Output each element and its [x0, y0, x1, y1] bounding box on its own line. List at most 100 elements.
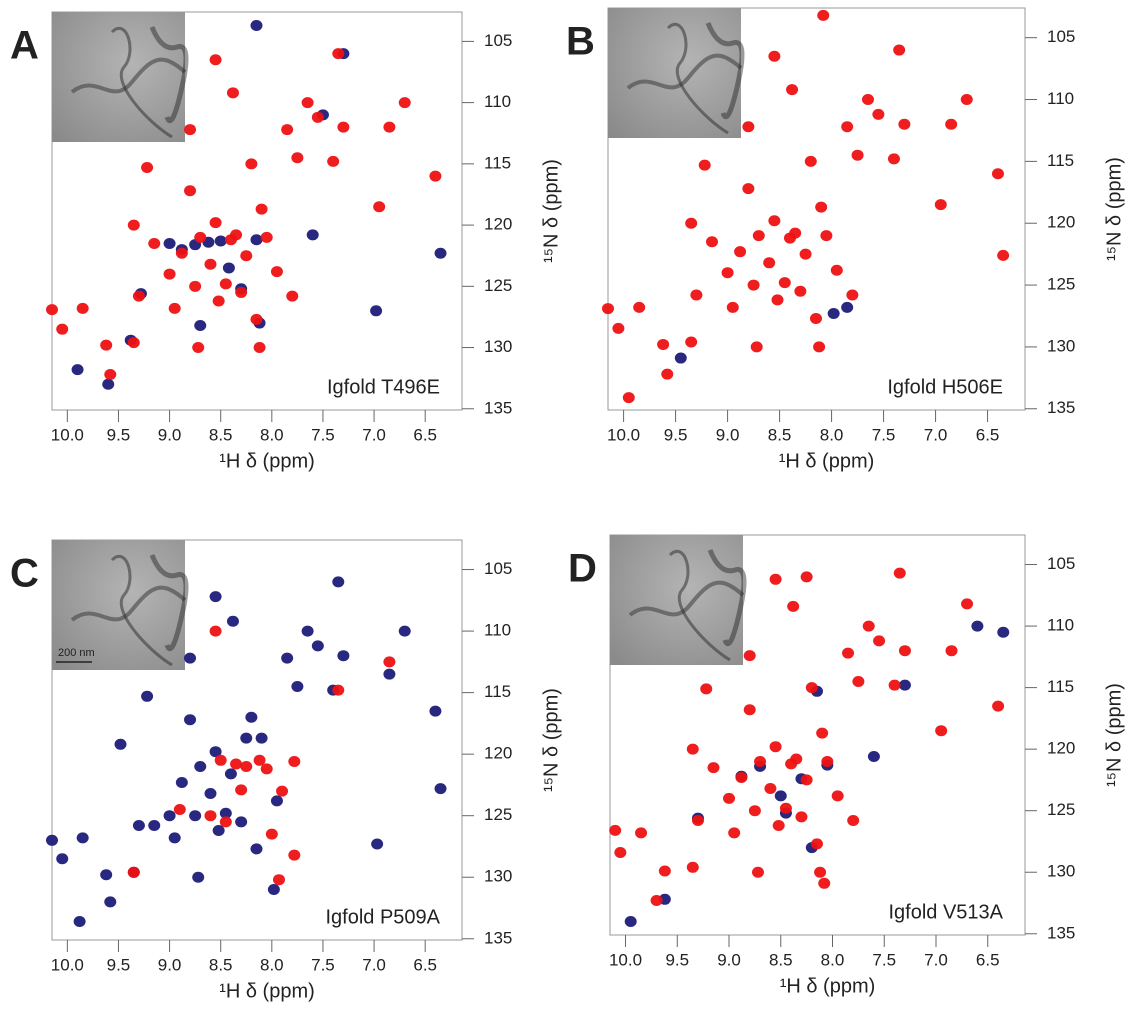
peak [789, 227, 802, 239]
peak [398, 97, 411, 109]
peak [772, 819, 785, 831]
panel-annotation: Igfold H506E [887, 376, 1003, 398]
x-tick-label: 7.5 [311, 955, 335, 974]
peak [127, 866, 140, 878]
peak [872, 108, 885, 120]
x-tick-label: 7.5 [872, 425, 896, 444]
peak [997, 249, 1010, 261]
peak [301, 625, 314, 637]
y-tick-label: 115 [484, 682, 511, 701]
x-tick-label: 7.0 [362, 955, 386, 974]
peak [888, 679, 901, 691]
peak [260, 763, 273, 775]
peak [175, 247, 188, 259]
x-axis-label: ¹H δ (ppm) [779, 450, 875, 472]
peak [204, 258, 217, 270]
peak [721, 267, 734, 279]
peak [935, 725, 948, 737]
peak [192, 871, 205, 883]
peak [219, 807, 232, 819]
y-tick-label: 130 [1047, 862, 1075, 881]
peak [685, 336, 698, 348]
peak [371, 838, 384, 850]
peak [658, 865, 671, 877]
peak [841, 121, 854, 133]
peak [429, 170, 442, 182]
x-tick-label: 9.0 [158, 425, 182, 444]
peak [194, 231, 207, 243]
peak [612, 322, 625, 334]
peak [633, 301, 646, 313]
inset-fibril [110, 27, 173, 139]
inset-fibril [628, 580, 745, 617]
peak [743, 704, 756, 716]
peak [961, 598, 974, 610]
peak [281, 124, 294, 136]
y-tick-label: 120 [1047, 213, 1075, 232]
peak [764, 783, 777, 795]
y-tick-label: 130 [484, 867, 512, 886]
peak [175, 776, 188, 788]
peak [991, 168, 1004, 180]
peak [794, 285, 807, 297]
peak [332, 684, 345, 696]
x-tick-label: 6.5 [413, 955, 437, 974]
inset-image [52, 540, 185, 670]
x-tick-label: 10.0 [609, 950, 642, 969]
peak [898, 645, 911, 657]
peak [723, 792, 736, 804]
inset-fibril [626, 53, 743, 90]
peak [743, 650, 756, 662]
peak [184, 652, 197, 664]
peak [661, 368, 674, 380]
x-tick-label: 6.5 [976, 950, 1000, 969]
peak [250, 843, 263, 855]
x-tick-label: 8.5 [209, 425, 233, 444]
x-tick-label: 9.5 [107, 425, 131, 444]
peak [311, 111, 324, 123]
peak [774, 790, 787, 802]
peak [267, 884, 280, 896]
panel-label: D [568, 547, 597, 591]
peak [209, 217, 222, 229]
peak [209, 625, 222, 637]
peak [337, 650, 350, 662]
peak [141, 162, 154, 174]
peak [212, 295, 225, 307]
peak [76, 832, 89, 844]
peak [235, 816, 248, 828]
peak [383, 121, 396, 133]
peak [250, 19, 263, 31]
panel-label: C [10, 552, 39, 596]
peak [219, 278, 232, 290]
peak [226, 87, 239, 99]
peak [674, 352, 687, 364]
peak [748, 805, 761, 817]
y-tick-label: 105 [484, 559, 512, 578]
peak [240, 250, 253, 262]
peak [945, 645, 958, 657]
peak [768, 215, 781, 227]
peak [148, 820, 161, 832]
peak [260, 231, 273, 243]
peak [245, 711, 258, 723]
peak [686, 861, 699, 873]
peak [769, 573, 782, 585]
x-tick-label: 10.0 [51, 425, 84, 444]
peak [222, 262, 235, 274]
peak [255, 732, 268, 744]
peak [846, 289, 859, 301]
peak [214, 754, 227, 766]
peak [830, 264, 843, 276]
peak [127, 219, 140, 231]
y-tick-label: 130 [1047, 336, 1075, 355]
peak [311, 640, 324, 652]
peak [742, 121, 755, 133]
peak [301, 97, 314, 109]
peak [842, 647, 855, 659]
peak [383, 668, 396, 680]
peak [253, 754, 266, 766]
peak [163, 237, 176, 249]
x-tick-label: 7.0 [924, 950, 948, 969]
